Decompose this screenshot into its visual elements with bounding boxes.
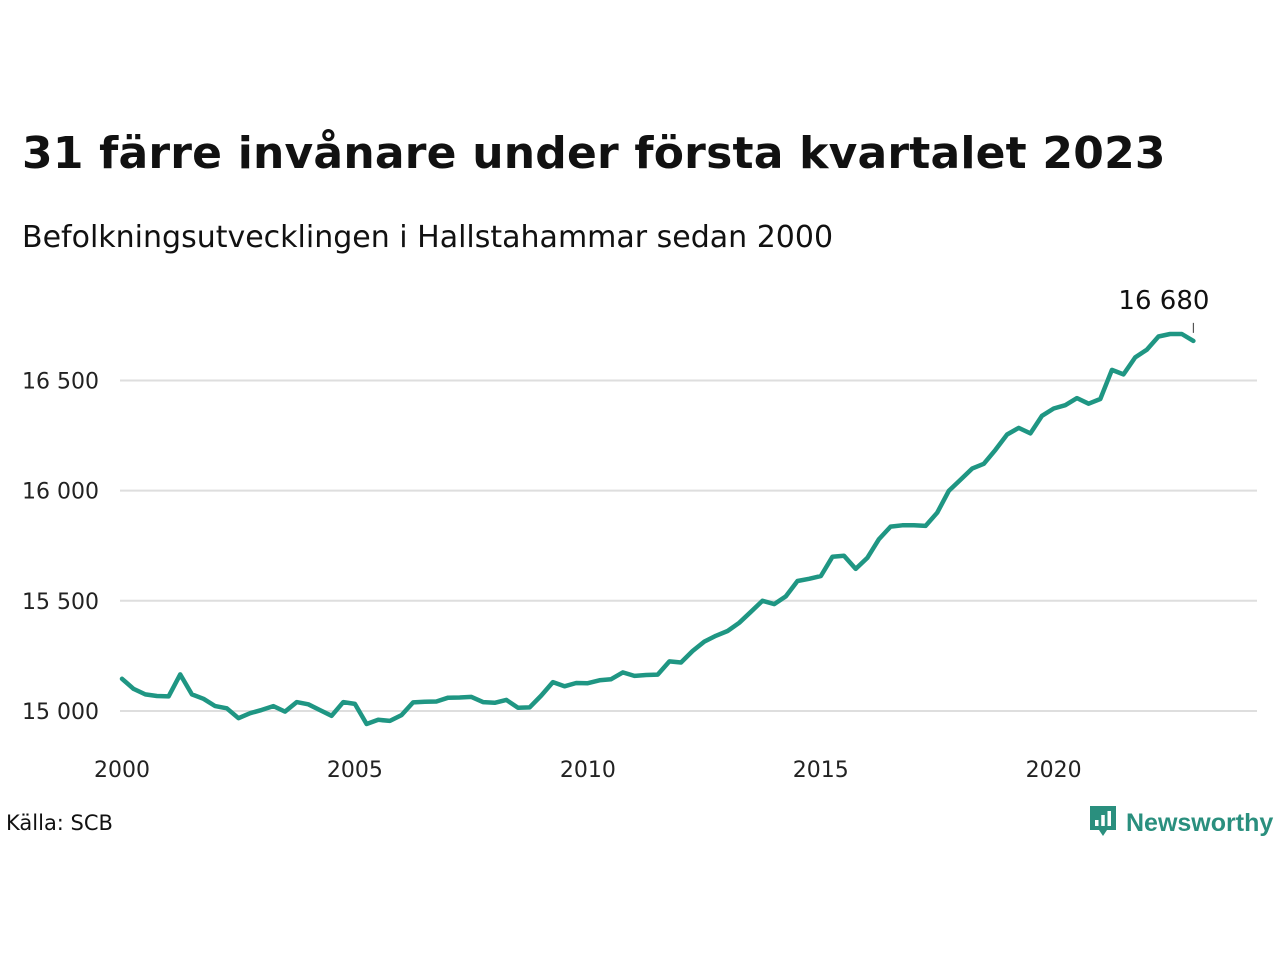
end-value-label: 16 680	[1118, 286, 1209, 316]
chart-title: 31 färre invånare under första kvartalet…	[22, 128, 1166, 179]
chart-subtitle: Befolkningsutvecklingen i Hallstahammar …	[22, 220, 834, 255]
population-series-line	[119, 331, 1196, 727]
y-tick-label: 16 000	[22, 480, 99, 505]
gridlines	[120, 379, 1257, 712]
y-tick-label: 16 500	[22, 370, 99, 395]
brand-name: Newsworthy	[1126, 808, 1274, 837]
x-tick-label: 2015	[793, 758, 849, 783]
x-tick-label: 2005	[327, 758, 383, 783]
x-tick-label: 2000	[94, 758, 150, 783]
y-tick-label: 15 500	[22, 590, 99, 615]
newsworthy-logo-icon	[1088, 804, 1118, 842]
brand-logo: Newsworthy	[1088, 804, 1273, 842]
source-note: Källa: SCB	[6, 811, 113, 835]
x-tick-label: 2020	[1026, 758, 1082, 783]
y-tick-label: 15 000	[22, 700, 99, 725]
axis-labels: 15 000 15 500 16 000 16 500 2000 2005 2010 2015…	[22, 370, 1082, 783]
x-tick-label: 2010	[560, 758, 616, 783]
